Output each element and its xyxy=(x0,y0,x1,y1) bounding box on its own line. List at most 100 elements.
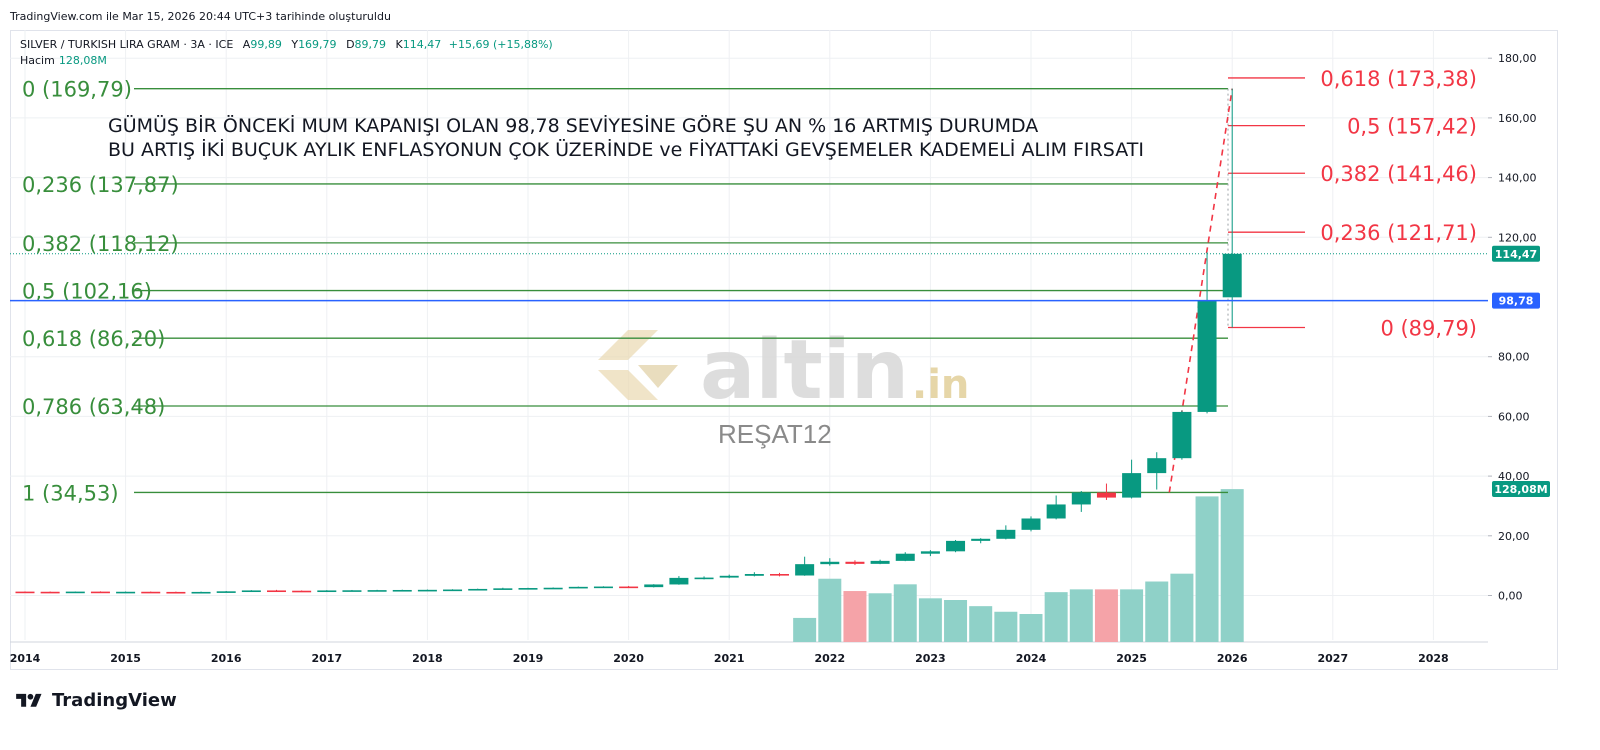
candle-body[interactable] xyxy=(920,551,940,554)
candle-body[interactable] xyxy=(191,591,211,594)
candle-body[interactable] xyxy=(1197,300,1217,412)
volume-bar[interactable] xyxy=(843,591,867,642)
candle-body[interactable] xyxy=(367,590,387,592)
candle-body[interactable] xyxy=(1046,504,1066,519)
candle-body[interactable] xyxy=(141,591,161,594)
open-value: 99,89 xyxy=(250,38,282,51)
volume-legend[interactable]: Hacim 128,08M xyxy=(20,54,107,67)
previous-close-badge-label: 98,78 xyxy=(1499,295,1534,308)
candle-body[interactable] xyxy=(744,574,764,576)
x-tick-label: 2015 xyxy=(110,652,141,665)
candle-body[interactable] xyxy=(719,575,739,578)
volume-bar[interactable] xyxy=(994,611,1018,642)
candle-body[interactable] xyxy=(1071,492,1091,505)
annotation-line-2: BU ARTIŞ İKİ BUÇUK AYLIK ENFLASYONUN ÇOK… xyxy=(108,138,1144,161)
volume-bar[interactable] xyxy=(893,584,917,642)
volume-bar[interactable] xyxy=(1019,614,1043,642)
candle-body[interactable] xyxy=(317,590,337,593)
candle-body[interactable] xyxy=(1096,492,1116,498)
candle-body[interactable] xyxy=(770,574,789,576)
change-value: +15,69 (+15,88%) xyxy=(448,38,553,51)
x-tick-label: 2028 xyxy=(1418,652,1449,665)
candle-body[interactable] xyxy=(619,586,639,589)
candle-body[interactable] xyxy=(518,588,538,590)
candle-body[interactable] xyxy=(1147,458,1167,474)
candle-body[interactable] xyxy=(543,587,563,590)
volume-bar[interactable] xyxy=(1145,581,1169,642)
candle-body[interactable] xyxy=(65,591,85,594)
candle-body[interactable] xyxy=(870,560,890,564)
candle-body[interactable] xyxy=(694,577,714,580)
candle-body[interactable] xyxy=(292,590,312,593)
volume-bar[interactable] xyxy=(1044,592,1068,642)
candle-body[interactable] xyxy=(468,588,488,591)
fib-extension-label: 0,236 (121,71) xyxy=(1320,221,1477,245)
volume-bar[interactable] xyxy=(918,598,942,642)
annotation-line-1: GÜMÜŞ BİR ÖNCEKİ MUM KAPANIŞI OLAN 98,78… xyxy=(108,114,1038,137)
x-tick-label: 2024 xyxy=(1016,652,1047,665)
volume-bar[interactable] xyxy=(1170,573,1194,642)
tradingview-logo[interactable]: TradingView xyxy=(12,690,177,711)
candle-body[interactable] xyxy=(820,561,840,565)
candle-body[interactable] xyxy=(342,590,362,592)
candle-body[interactable] xyxy=(241,590,261,593)
candle-body[interactable] xyxy=(669,577,689,585)
candle-body[interactable] xyxy=(996,529,1016,539)
volume-bar[interactable] xyxy=(1120,589,1144,642)
candle-body[interactable] xyxy=(946,540,966,552)
y-tick-label: 0,00 xyxy=(1498,590,1523,603)
fib-retracement-label: 0,5 (102,16) xyxy=(22,280,152,304)
candle-body[interactable] xyxy=(1172,411,1192,459)
volume-bar[interactable] xyxy=(944,600,968,642)
candle-body[interactable] xyxy=(166,591,186,594)
watermark-brand-suffix: .in xyxy=(912,362,969,408)
volume-label: Hacim xyxy=(20,54,55,67)
candle-body[interactable] xyxy=(971,538,991,541)
candle-body[interactable] xyxy=(267,590,286,593)
volume-bar[interactable] xyxy=(969,606,993,642)
fib-extension-label: 0,5 (157,42) xyxy=(1347,115,1477,139)
candle-body[interactable] xyxy=(417,589,437,592)
fib-retracement-label: 1 (34,53) xyxy=(22,481,119,505)
candle-body[interactable] xyxy=(392,589,412,592)
current-price-badge[interactable] xyxy=(1492,245,1540,262)
candle-body[interactable] xyxy=(1222,253,1242,298)
candle-body[interactable] xyxy=(90,591,110,594)
candle-body[interactable] xyxy=(845,561,865,564)
candle-body[interactable] xyxy=(1122,473,1142,498)
current-price-badge-label: 114,47 xyxy=(1495,248,1537,261)
volume-badge[interactable] xyxy=(1492,481,1550,497)
volume-bar[interactable] xyxy=(868,593,892,642)
volume-bar[interactable] xyxy=(1220,489,1244,642)
low-label: D xyxy=(346,38,355,51)
previous-close-badge[interactable] xyxy=(1492,292,1540,309)
volume-bar[interactable] xyxy=(818,578,842,642)
volume-bar[interactable] xyxy=(793,617,817,642)
watermark-logo-icon xyxy=(638,365,678,388)
candle-body[interactable] xyxy=(895,553,915,561)
candle-body[interactable] xyxy=(443,589,463,592)
chart-caption: TradingView.com ile Mar 15, 2026 20:44 U… xyxy=(10,10,391,23)
candle-body[interactable] xyxy=(493,588,513,590)
high-value: 169,79 xyxy=(298,38,337,51)
candle-body[interactable] xyxy=(216,591,236,593)
candle-body[interactable] xyxy=(40,591,60,594)
fib-retracement-label: 0,236 (137,87) xyxy=(22,173,179,197)
candle-body[interactable] xyxy=(15,591,35,594)
volume-bar[interactable] xyxy=(1069,589,1093,642)
candle-body[interactable] xyxy=(116,591,136,594)
candle-body[interactable] xyxy=(593,586,613,589)
y-tick-label: 180,00 xyxy=(1498,52,1537,65)
x-tick-label: 2022 xyxy=(814,652,845,665)
fib-extension-label: 0 (89,79) xyxy=(1380,316,1477,340)
symbol-legend[interactable]: SILVER / TURKISH LIRA GRAM · 3A · ICE A9… xyxy=(20,38,553,51)
candle-body[interactable] xyxy=(644,584,664,588)
close-value: 114,47 xyxy=(402,38,442,51)
volume-badge-label: 128,08M xyxy=(1494,483,1547,496)
volume-bar[interactable] xyxy=(1094,589,1118,642)
candle-body[interactable] xyxy=(795,564,815,576)
candle-body[interactable] xyxy=(568,586,588,589)
candle-body[interactable] xyxy=(1021,518,1041,530)
volume-bar[interactable] xyxy=(1195,496,1219,642)
